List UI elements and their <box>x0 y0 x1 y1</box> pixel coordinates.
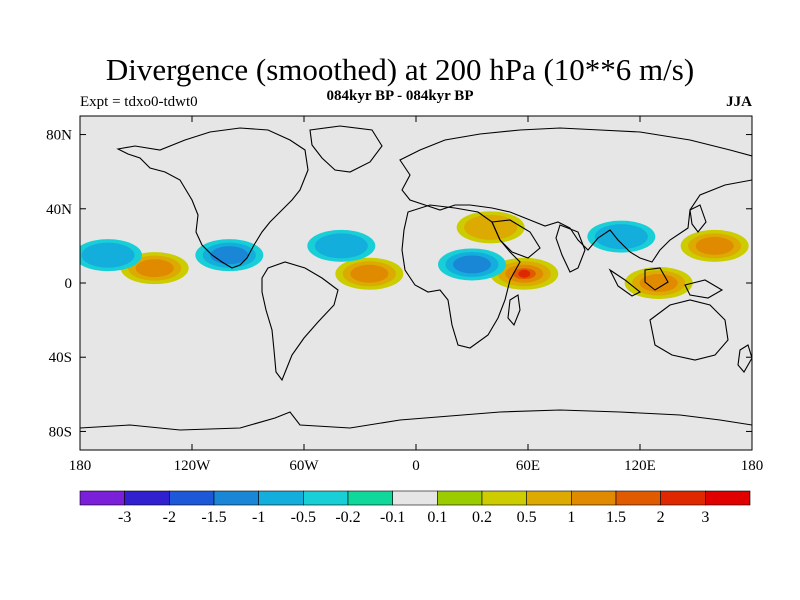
colorbar-swatch <box>303 490 349 506</box>
lat-tick-label: 80N <box>46 128 72 144</box>
coastline-borneo <box>644 267 669 291</box>
season-label: JJA <box>726 94 752 110</box>
coastline-arabia <box>491 219 541 259</box>
field-contour <box>135 259 174 278</box>
lat-tick-label: 40S <box>49 350 72 366</box>
colorbar-swatch <box>615 490 661 506</box>
field-contour <box>81 242 135 268</box>
colorbar-swatch <box>437 490 483 506</box>
lon-tick-label: 0 <box>412 458 420 474</box>
colorbar-label: 2 <box>657 509 665 526</box>
colorbar-label: -1.5 <box>201 509 226 526</box>
field-contour <box>594 224 648 250</box>
lat-tick-label: 0 <box>65 276 73 292</box>
colorbar-label: 1 <box>567 509 575 526</box>
coastline-south-america <box>261 261 339 382</box>
colorbar-label: -3 <box>118 509 131 526</box>
colorbar-swatch <box>169 490 215 506</box>
lon-tick-label: 120W <box>174 458 212 474</box>
coastline-antarctica <box>80 409 752 431</box>
field-contour <box>464 214 518 240</box>
coastline-greenland <box>309 125 383 173</box>
field-contour <box>314 233 368 259</box>
colorbar-label: 0.5 <box>517 509 537 526</box>
colorbar-swatch <box>347 490 393 506</box>
colorbar-label: 1.5 <box>606 509 626 526</box>
coastline-north-america <box>116 127 309 269</box>
colorbar-label: -0.2 <box>335 509 360 526</box>
field-contour <box>210 246 249 265</box>
field-feature <box>680 229 749 262</box>
field-contour <box>639 274 678 292</box>
coastline-sumatra <box>608 268 642 297</box>
coastline-africa <box>401 204 521 349</box>
lat-tick-label: 40N <box>46 202 72 218</box>
colorbar-label: 0.1 <box>427 509 447 526</box>
colorbar-label: 0.2 <box>472 509 492 526</box>
coastline-new-zealand <box>737 344 752 373</box>
colorbar: -3 -2 -1.5 -1 -0.5 -0.2 -0.1 0.1 0.2 0.5 1 1.5 2 3 <box>79 490 751 526</box>
experiment-label: Expt = tdxo0-tdwt0 <box>80 94 198 110</box>
colorbar-swatch <box>213 490 259 506</box>
field-feature <box>587 220 656 253</box>
map-title: Divergence (smoothed) at 200 hPa (10**6 … <box>105 52 695 87</box>
field-contour <box>695 236 734 255</box>
colorbar-swatch <box>705 490 751 506</box>
lon-tick-label: 60W <box>289 458 319 474</box>
lat-tick-label: 80S <box>49 424 72 440</box>
colorbar-swatch <box>79 490 125 506</box>
field-contour <box>452 255 492 274</box>
field-feature <box>335 257 404 290</box>
coastline-japan <box>689 204 707 233</box>
divergence-field <box>80 211 749 299</box>
field-contour <box>518 269 531 278</box>
lon-tick-label: 120E <box>624 458 656 474</box>
lon-tick-label: 180 <box>69 458 92 474</box>
field-feature <box>195 239 264 272</box>
colorbar-swatch <box>258 490 304 506</box>
colorbar-swatch <box>124 490 170 506</box>
map-subtitle: 084kyr BP - 084kyr BP <box>326 88 474 104</box>
axis-ticks: 80N 40N 0 40S 80S 180 120W 60W 0 60E 120E 180 <box>46 116 763 474</box>
colorbar-swatch <box>660 490 706 506</box>
coastline-india <box>555 224 586 273</box>
coastline-australia <box>649 299 729 361</box>
lon-tick-label: 180 <box>741 458 764 474</box>
coastline-eurasia <box>399 127 752 263</box>
colorbar-swatch <box>392 490 438 506</box>
colorbar-swatch <box>481 490 527 506</box>
colorbar-label: 3 <box>701 509 709 526</box>
field-feature <box>456 211 525 244</box>
field-feature <box>80 239 142 272</box>
colorbar-label: -2 <box>163 509 176 526</box>
field-feature <box>490 257 559 290</box>
field-feature <box>307 229 376 262</box>
field-feature <box>438 248 506 281</box>
coastline-new-guinea <box>684 279 724 299</box>
coastline-madagascar <box>507 294 521 327</box>
colorbar-label: -1 <box>252 509 265 526</box>
lon-tick-label: 60E <box>516 458 540 474</box>
colorbar-label: -0.5 <box>291 509 316 526</box>
colorbar-swatch <box>571 490 617 506</box>
colorbar-swatch <box>526 490 572 506</box>
coastlines <box>80 125 752 431</box>
field-contour <box>350 264 389 283</box>
colorbar-label: -0.1 <box>380 509 405 526</box>
